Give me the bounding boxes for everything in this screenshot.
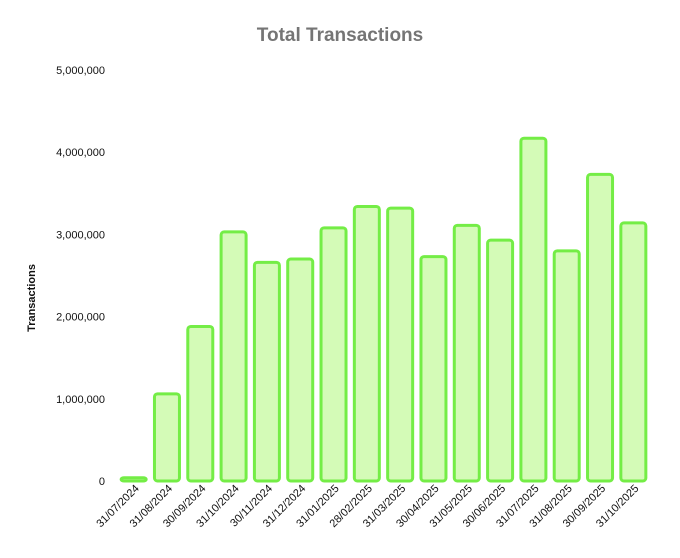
bar-31-03-2025	[386, 206, 415, 483]
bar-30-09-2025	[586, 172, 615, 483]
bar-31-08-2025	[552, 249, 581, 483]
bars	[119, 136, 648, 483]
y-tick-label: 2,000,000	[56, 312, 105, 324]
bar-30-11-2024	[252, 260, 281, 483]
bar-31-01-2025	[319, 226, 348, 483]
bar-31-07-2025	[519, 136, 548, 483]
y-tick-label: 4,000,000	[56, 147, 105, 159]
x-axis-ticks: 31/07/202431/08/202430/09/202431/10/2024…	[94, 483, 641, 530]
bar-31-10-2025	[619, 221, 648, 483]
y-tick-label: 5,000,000	[56, 65, 105, 77]
y-tick-label: 0	[99, 476, 105, 488]
y-tick-label: 1,000,000	[56, 394, 105, 406]
bar-31-07-2024	[119, 476, 148, 483]
y-axis-label: Transactions	[26, 264, 38, 332]
bar-30-09-2024	[186, 324, 215, 483]
bar-31-10-2024	[219, 230, 248, 483]
y-tick-label: 3,000,000	[56, 229, 105, 241]
bar-30-04-2025	[419, 255, 448, 483]
bar-30-06-2025	[486, 238, 515, 483]
chart-title: Total Transactions	[257, 25, 423, 46]
bar-31-12-2024	[286, 257, 315, 483]
bar-31-08-2024	[152, 392, 181, 483]
bar-28-02-2025	[352, 204, 381, 483]
bar-31-05-2025	[452, 223, 481, 483]
y-axis-ticks: 0 1,000,000 2,000,000 3,000,000 4,000,000 5,0…	[56, 65, 105, 488]
